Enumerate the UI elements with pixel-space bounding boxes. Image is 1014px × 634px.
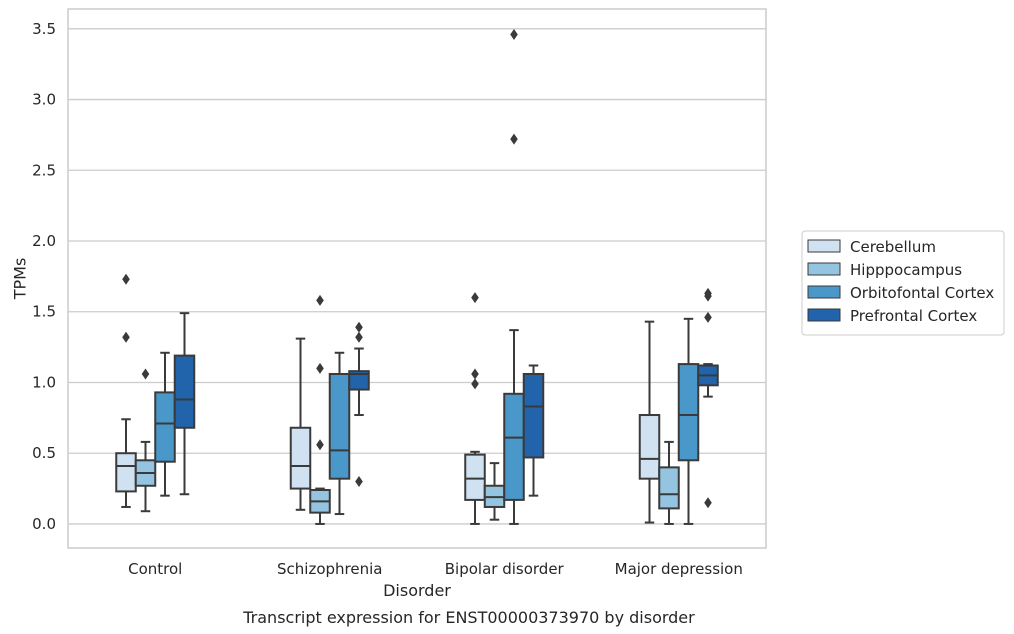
box-group [115, 273, 137, 508]
outlier-point [316, 294, 324, 306]
chart-caption: Transcript expression for ENST0000037397… [242, 608, 695, 627]
box-group [697, 287, 719, 509]
y-tick-label: 2.0 [32, 232, 56, 250]
outlier-point [316, 362, 324, 374]
y-axis-ticks: 0.0 0.5 1.0 1.5 2.0 2.5 3.0 3.5 [32, 20, 56, 533]
box [638, 414, 661, 480]
box-group [348, 321, 370, 488]
box [503, 392, 525, 501]
box [348, 370, 370, 391]
legend-swatch [807, 308, 841, 322]
box [115, 452, 137, 493]
outlier-point [704, 311, 712, 323]
legend-label: Cerebellum [850, 238, 936, 256]
box-group [289, 337, 312, 511]
box [658, 466, 680, 510]
outlier-point [704, 497, 712, 509]
y-tick-label: 1.0 [32, 373, 56, 391]
y-tick-label: 1.5 [32, 303, 56, 321]
legend-label: Hipppocampus [850, 261, 962, 279]
outlier-point [471, 368, 479, 380]
outlier-point [355, 321, 363, 333]
y-tick-label: 3.0 [32, 91, 56, 109]
box-group [522, 364, 545, 497]
box [154, 391, 176, 463]
legend-frame [801, 230, 1005, 336]
outlier-point [355, 331, 363, 343]
y-tick-label: 0.0 [32, 515, 56, 533]
outlier-point [471, 292, 479, 304]
box-group [658, 440, 680, 525]
box [173, 354, 196, 429]
box-group [173, 312, 196, 496]
outlier-point [122, 331, 130, 343]
box-group [309, 294, 331, 525]
outlier-point [471, 378, 479, 390]
x-axis-ticks: Control Schizophrenia Bipolar disorder Majo… [128, 560, 743, 578]
box [677, 363, 700, 462]
x-tick-label: Bipolar disorder [445, 560, 565, 578]
box-group [134, 368, 157, 513]
x-tick-label: Major depression [615, 560, 743, 578]
box-group [677, 317, 700, 525]
box [464, 453, 486, 501]
outlier-point [510, 28, 518, 40]
outlier-point [141, 368, 150, 380]
y-tick-label: 0.5 [32, 444, 56, 462]
x-tick-label: Control [128, 560, 182, 578]
legend: Cerebellum Hipppocampus Orbitofontal Corte… [801, 230, 1005, 336]
box [328, 372, 351, 480]
box-group [464, 292, 486, 525]
box-group [328, 351, 351, 516]
y-tick-label: 2.5 [32, 161, 56, 179]
legend-label: Orbitofontal Cortex [850, 284, 994, 302]
outlier-point [704, 287, 712, 299]
y-axis-label: TPMs [11, 258, 30, 301]
box-group [483, 462, 506, 521]
outlier-point [122, 273, 130, 285]
outlier-point [355, 476, 363, 488]
outlier-point [510, 133, 518, 145]
legend-swatch [807, 262, 841, 276]
x-axis-label: Disorder [383, 581, 451, 600]
plot-frame [67, 8, 767, 549]
legend-label: Prefrontal Cortex [850, 307, 977, 325]
box [289, 426, 312, 490]
y-tick-label: 3.5 [32, 20, 56, 38]
box [522, 372, 545, 459]
x-tick-label: Schizophrenia [277, 560, 382, 578]
boxes-layer [115, 28, 719, 525]
outlier-point [316, 439, 324, 451]
box-group [638, 320, 661, 524]
legend-swatch [807, 239, 841, 253]
legend-swatch [807, 285, 841, 299]
